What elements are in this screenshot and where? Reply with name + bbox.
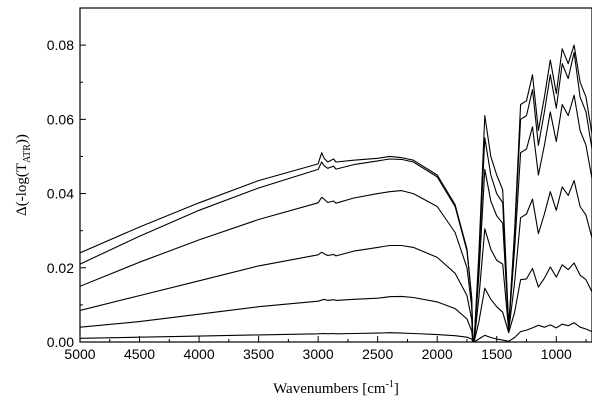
spectrum-line-6 xyxy=(80,44,592,342)
spectrum-line-4 xyxy=(80,94,592,342)
spectrum-line-5 xyxy=(80,51,592,342)
x-tick-label: 4000 xyxy=(183,346,214,362)
x-tick-label: 4500 xyxy=(124,346,155,362)
spectrum-line-2 xyxy=(80,262,592,342)
y-tick-label: 0.00 xyxy=(47,334,74,350)
x-tick-label: 3000 xyxy=(303,346,334,362)
plot-frame xyxy=(79,7,592,343)
x-tick-label: 1000 xyxy=(541,346,572,362)
x-tick-label: 1500 xyxy=(481,346,512,362)
spectrum-line-1 xyxy=(80,322,592,342)
x-tick-label: 2500 xyxy=(362,346,393,362)
y-axis-title: Δ(-log(TATR)) xyxy=(14,134,33,216)
y-tick-label: 0.04 xyxy=(47,186,74,202)
series-group xyxy=(80,44,592,342)
x-axis: 5000 4500 4000 3500 3000 2500 2000 1500 1000 xyxy=(64,336,587,362)
x-tick-label: 2000 xyxy=(422,346,453,362)
x-axis-title: Wavenumbers [cm-1] xyxy=(273,379,399,397)
x-tick-label: 5000 xyxy=(64,346,95,362)
y-tick-label: 0.08 xyxy=(47,37,74,53)
x-tick-label: 3500 xyxy=(243,346,274,362)
y-tick-label: 0.06 xyxy=(47,111,74,127)
spectrum-line-3 xyxy=(80,180,592,342)
y-axis: 0.00 0.02 0.04 0.06 0.08 xyxy=(47,37,86,350)
y-tick-label: 0.02 xyxy=(47,260,74,276)
